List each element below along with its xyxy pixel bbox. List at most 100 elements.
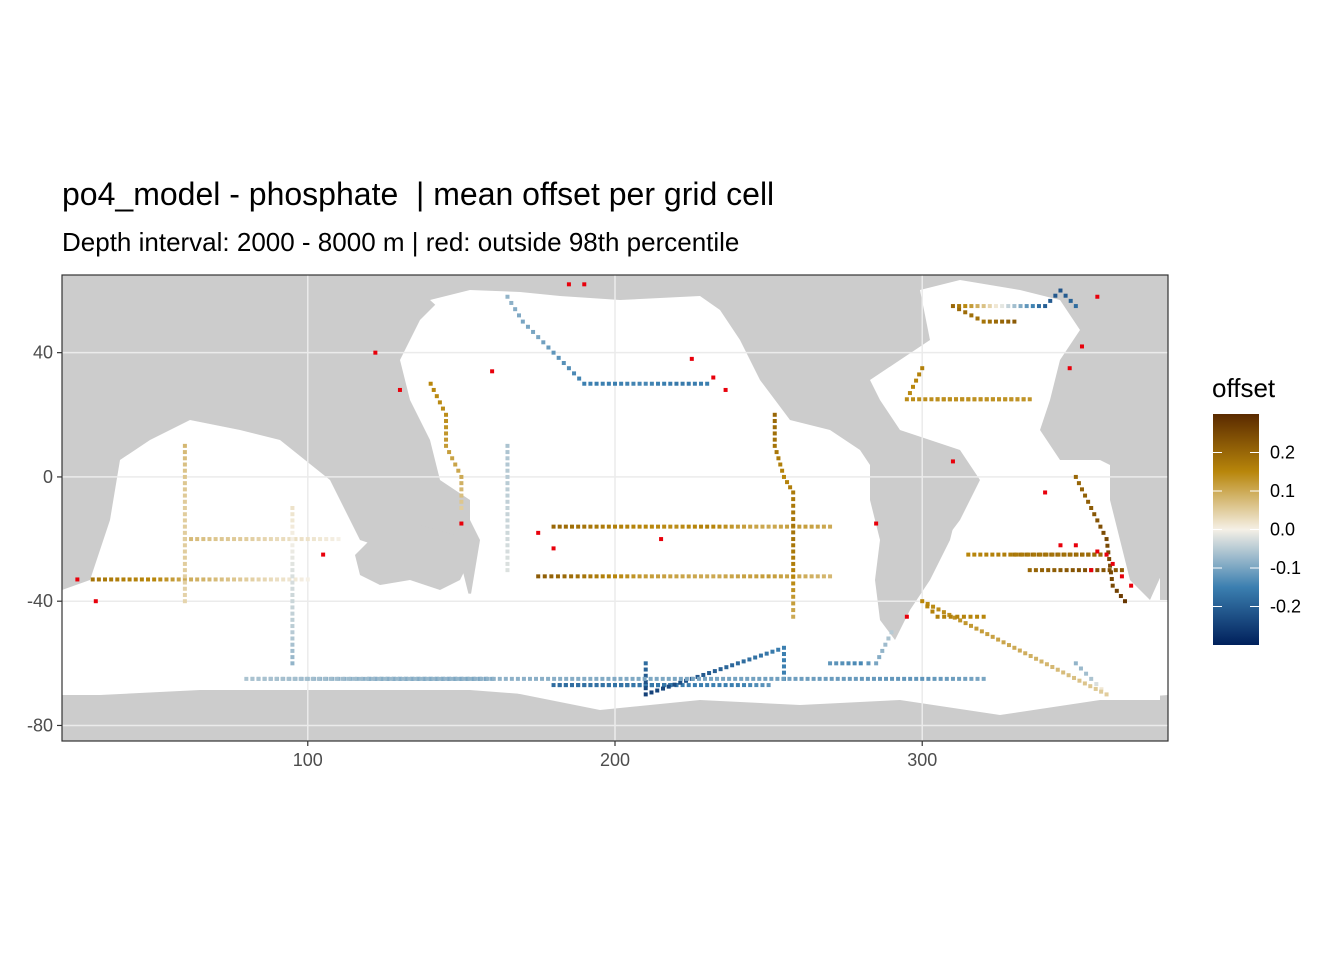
grid-cell	[576, 683, 581, 688]
grid-cell	[917, 372, 922, 377]
grid-cell	[1006, 304, 1011, 309]
grid-cell	[564, 676, 569, 681]
grid-cell	[459, 493, 464, 498]
grid-cell	[637, 683, 642, 688]
outlier-cell	[1119, 574, 1124, 579]
grid-cell	[385, 676, 390, 681]
grid-cell	[1083, 568, 1088, 573]
grid-cell	[290, 555, 295, 560]
grid-cell	[115, 577, 120, 582]
grid-cell	[127, 577, 132, 582]
grid-cell	[902, 676, 907, 681]
grid-cell	[717, 683, 722, 688]
grid-cell	[563, 524, 568, 529]
grid-cell	[447, 450, 452, 455]
grid-cell	[250, 676, 255, 681]
grid-cell	[791, 601, 796, 606]
grid-cell	[572, 371, 577, 376]
grid-cell	[957, 304, 962, 309]
south-america-land	[870, 440, 960, 640]
grid-cell	[1092, 512, 1097, 517]
grid-cell	[505, 294, 510, 299]
grid-cell	[637, 524, 642, 529]
grid-cell	[840, 661, 845, 666]
grid-cell	[1064, 568, 1069, 573]
grid-cell	[551, 683, 556, 688]
grid-cell	[711, 683, 716, 688]
grid-cell	[459, 481, 464, 486]
grid-cell	[569, 524, 574, 529]
grid-cell	[776, 647, 781, 652]
grid-cell	[395, 676, 400, 681]
grid-cell	[666, 676, 671, 681]
grid-cell	[305, 537, 310, 542]
grid-cell	[413, 676, 418, 681]
grid-cell	[754, 574, 759, 579]
grid-cell	[1073, 661, 1078, 666]
grid-cell	[1099, 687, 1104, 692]
grid-cell	[699, 574, 704, 579]
grid-cell	[404, 676, 409, 681]
grid-cell	[938, 676, 943, 681]
grid-cell	[290, 605, 295, 610]
grid-cell	[1038, 552, 1043, 557]
grid-cell	[503, 676, 508, 681]
grid-cell	[680, 574, 685, 579]
grid-cell	[290, 568, 295, 573]
chart-title: po4_model - phosphate | mean offset per …	[62, 176, 775, 212]
grid-cell	[290, 586, 295, 591]
grid-cell	[541, 340, 546, 345]
grid-cell	[981, 676, 986, 681]
grid-cell	[534, 676, 538, 681]
grid-cell	[287, 537, 292, 542]
grid-cell	[847, 676, 852, 681]
grid-cell	[379, 676, 384, 681]
grid-cell	[925, 601, 930, 606]
grid-cell	[318, 537, 323, 542]
grid-cell	[1028, 654, 1033, 659]
grid-cell	[643, 692, 648, 697]
grid-cell	[286, 676, 291, 681]
grid-cell	[290, 648, 295, 653]
grid-cell	[1079, 487, 1084, 492]
grid-cell	[997, 397, 1002, 402]
grid-cell	[766, 524, 771, 529]
grid-cell	[680, 381, 685, 386]
grid-cell	[1073, 304, 1078, 309]
grid-cell	[969, 304, 974, 309]
grid-cell	[256, 537, 261, 542]
grid-cell	[625, 381, 630, 386]
grid-cell	[540, 676, 545, 681]
grid-cell	[791, 549, 796, 554]
grid-cell	[434, 676, 439, 681]
grid-cell	[505, 512, 510, 517]
grid-cell	[1044, 662, 1049, 667]
grid-cell	[717, 524, 722, 529]
grid-cell	[950, 676, 955, 681]
grid-cell	[238, 537, 243, 542]
outlier-cell	[904, 614, 909, 619]
outlier-cell	[536, 530, 541, 535]
grid-cell	[207, 537, 212, 542]
grid-cell	[473, 676, 478, 681]
x-axis: 100 200 300	[293, 741, 937, 770]
grid-cell	[735, 524, 740, 529]
grid-cell	[911, 384, 916, 389]
grid-cell	[182, 493, 187, 498]
grid-cell	[705, 381, 710, 386]
legend-tick-label: -0.2	[1270, 597, 1301, 617]
grid-cell	[692, 381, 697, 386]
africa-land	[1110, 440, 1168, 600]
grid-cell	[588, 574, 593, 579]
grid-cell	[846, 661, 851, 666]
grid-cell	[781, 676, 786, 681]
grid-cell	[678, 680, 683, 685]
grid-cell	[649, 574, 654, 579]
grid-cell	[717, 574, 722, 579]
grid-cell	[931, 604, 936, 609]
grid-cell	[290, 506, 295, 510]
grid-cell	[322, 676, 327, 681]
outlier-cell	[689, 356, 694, 361]
grid-cell	[1107, 568, 1112, 573]
grid-cell	[748, 574, 753, 579]
